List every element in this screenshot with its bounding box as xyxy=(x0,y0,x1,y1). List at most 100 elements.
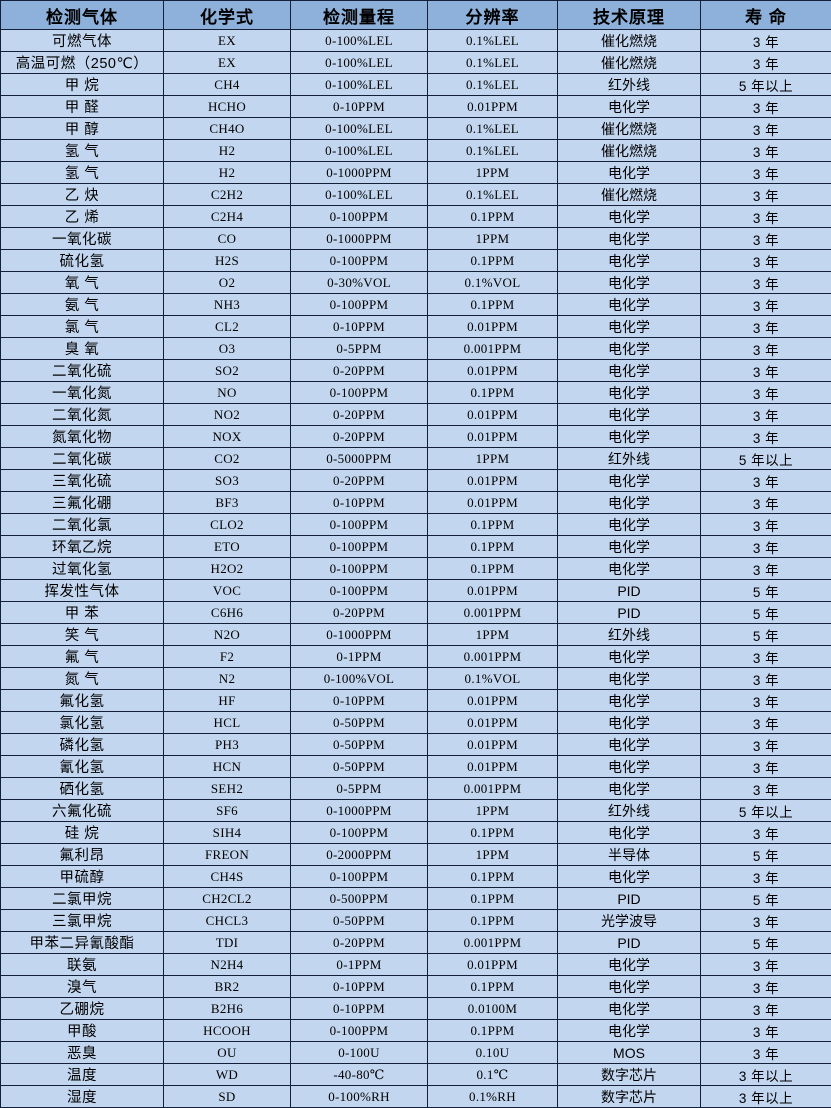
cell-technology: 电化学 xyxy=(558,866,701,888)
cell-technology: 电化学 xyxy=(558,976,701,998)
cell-gas-name: 氟化氢 xyxy=(1,690,164,712)
cell-gas-name: 六氟化硫 xyxy=(1,800,164,822)
cell-lifespan: 3 年 xyxy=(701,778,831,800)
cell-detection-range: 0-20PPM xyxy=(291,426,428,448)
cell-detection-range: 0-100U xyxy=(291,1042,428,1064)
cell-resolution: 0.1%VOL xyxy=(428,272,558,294)
cell-lifespan: 3 年 xyxy=(701,404,831,426)
cell-chemical-formula: SD xyxy=(164,1086,291,1108)
cell-detection-range: 0-100PPM xyxy=(291,866,428,888)
cell-lifespan: 3 年 xyxy=(701,250,831,272)
cell-lifespan: 3 年 xyxy=(701,140,831,162)
cell-gas-name: 乙硼烷 xyxy=(1,998,164,1020)
cell-technology: 催化燃烧 xyxy=(558,30,701,52)
header-row: 检测气体 化学式 检测量程 分辨率 技术原理 寿 命 xyxy=(1,1,831,30)
cell-resolution: 0.1PPM xyxy=(428,910,558,932)
cell-lifespan: 3 年 xyxy=(701,910,831,932)
cell-lifespan: 3 年 xyxy=(701,30,831,52)
cell-technology: 电化学 xyxy=(558,470,701,492)
cell-detection-range: 0-100%LEL xyxy=(291,74,428,96)
cell-chemical-formula: H2O2 xyxy=(164,558,291,580)
cell-gas-name: 乙 炔 xyxy=(1,184,164,206)
cell-chemical-formula: H2 xyxy=(164,140,291,162)
cell-technology: 电化学 xyxy=(558,778,701,800)
cell-gas-name: 氰化氢 xyxy=(1,756,164,778)
cell-technology: PID xyxy=(558,932,701,954)
cell-chemical-formula: O2 xyxy=(164,272,291,294)
cell-lifespan: 3 年 xyxy=(701,338,831,360)
cell-detection-range: 0-100%LEL xyxy=(291,118,428,140)
cell-gas-name: 磷化氢 xyxy=(1,734,164,756)
cell-technology: 红外线 xyxy=(558,74,701,96)
cell-gas-name: 甲 醇 xyxy=(1,118,164,140)
cell-lifespan: 3 年 xyxy=(701,1020,831,1042)
cell-resolution: 0.01PPM xyxy=(428,580,558,602)
cell-chemical-formula: O3 xyxy=(164,338,291,360)
cell-detection-range: 0-1000PPM xyxy=(291,624,428,646)
cell-gas-name: 甲苯二异氰酸酯 xyxy=(1,932,164,954)
cell-detection-range: 0-2000PPM xyxy=(291,844,428,866)
cell-detection-range: 0-100PPM xyxy=(291,250,428,272)
cell-resolution: 1PPM xyxy=(428,228,558,250)
cell-detection-range: 0-10PPM xyxy=(291,976,428,998)
cell-resolution: 1PPM xyxy=(428,448,558,470)
cell-technology: MOS xyxy=(558,1042,701,1064)
cell-lifespan: 3 年 xyxy=(701,184,831,206)
cell-gas-name: 甲 烷 xyxy=(1,74,164,96)
cell-resolution: 0.001PPM xyxy=(428,778,558,800)
cell-resolution: 0.01PPM xyxy=(428,712,558,734)
cell-technology: 电化学 xyxy=(558,712,701,734)
cell-gas-name: 甲酸 xyxy=(1,1020,164,1042)
cell-gas-name: 三氧化硫 xyxy=(1,470,164,492)
cell-technology: 光学波导 xyxy=(558,910,701,932)
cell-gas-name: 乙 烯 xyxy=(1,206,164,228)
cell-detection-range: 0-30%VOL xyxy=(291,272,428,294)
cell-gas-name: 笑 气 xyxy=(1,624,164,646)
cell-technology: PID xyxy=(558,602,701,624)
cell-lifespan: 3 年 xyxy=(701,1042,831,1064)
cell-chemical-formula: BR2 xyxy=(164,976,291,998)
cell-detection-range: 0-5PPM xyxy=(291,778,428,800)
cell-lifespan: 5 年以上 xyxy=(701,74,831,96)
cell-technology: 电化学 xyxy=(558,162,701,184)
cell-resolution: 0.01PPM xyxy=(428,404,558,426)
cell-gas-name: 氧 气 xyxy=(1,272,164,294)
cell-lifespan: 3 年 xyxy=(701,668,831,690)
cell-gas-name: 硅 烷 xyxy=(1,822,164,844)
cell-chemical-formula: EX xyxy=(164,30,291,52)
cell-detection-range: 0-1PPM xyxy=(291,954,428,976)
cell-lifespan: 3 年 xyxy=(701,316,831,338)
cell-lifespan: 3 年 xyxy=(701,822,831,844)
cell-chemical-formula: CH2CL2 xyxy=(164,888,291,910)
cell-resolution: 0.001PPM xyxy=(428,602,558,624)
cell-resolution: 0.01PPM xyxy=(428,756,558,778)
cell-resolution: 0.1PPM xyxy=(428,514,558,536)
cell-lifespan: 3 年 xyxy=(701,998,831,1020)
cell-lifespan: 3 年 xyxy=(701,734,831,756)
cell-technology: 电化学 xyxy=(558,382,701,404)
cell-resolution: 0.1%LEL xyxy=(428,52,558,74)
cell-resolution: 0.01PPM xyxy=(428,96,558,118)
cell-resolution: 0.1PPM xyxy=(428,382,558,404)
cell-lifespan: 3 年 xyxy=(701,52,831,74)
cell-lifespan: 3 年 xyxy=(701,470,831,492)
cell-chemical-formula: NO xyxy=(164,382,291,404)
cell-detection-range: 0-10PPM xyxy=(291,492,428,514)
cell-resolution: 0.1%LEL xyxy=(428,184,558,206)
